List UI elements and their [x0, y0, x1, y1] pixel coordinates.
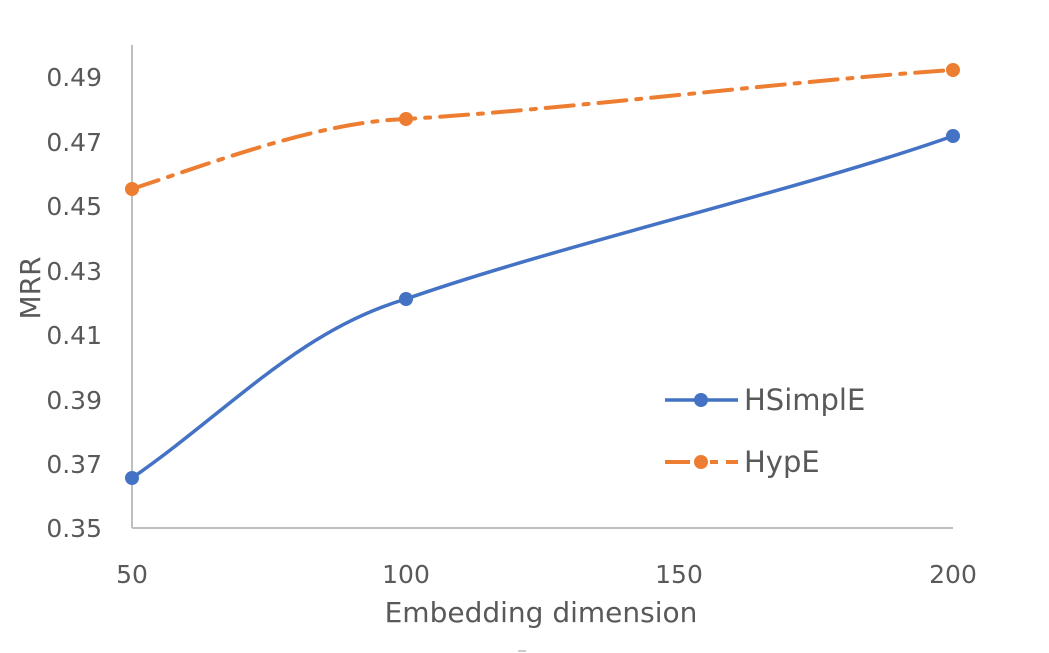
y-tick: 0.39: [46, 386, 102, 415]
y-tick-labels: 0.49 0.47 0.45 0.43 0.41 0.39 0.37 0.35: [46, 63, 102, 543]
y-tick: 0.45: [46, 192, 102, 221]
y-tick: 0.43: [46, 257, 102, 286]
x-axis-title: Embedding dimension: [385, 596, 698, 629]
hype-point: [399, 112, 413, 126]
x-tick: 150: [655, 560, 703, 589]
hype-point: [125, 182, 139, 196]
legend-item-hype: HypE: [665, 445, 820, 479]
hype-line: [130, 68, 955, 191]
legend: HSimplE HypE: [665, 383, 865, 479]
legend-marker-icon: [694, 455, 708, 469]
series-hype: [125, 63, 960, 196]
legend-item-hsimple: HSimplE: [665, 383, 865, 417]
hsimple-point: [125, 471, 139, 485]
y-tick: 0.49: [46, 63, 102, 92]
x-tick: 200: [929, 560, 977, 589]
y-axis-title: MRR: [14, 256, 47, 319]
hype-point: [946, 63, 960, 77]
legend-label: HSimplE: [744, 383, 865, 417]
y-tick: 0.35: [46, 514, 102, 543]
hsimple-point: [946, 129, 960, 143]
hsimple-line: [130, 134, 955, 480]
y-tick: 0.47: [46, 128, 102, 157]
y-tick: 0.37: [46, 450, 102, 479]
legend-label: HypE: [744, 445, 820, 479]
y-tick: 0.41: [46, 321, 102, 350]
x-tick: 50: [116, 560, 148, 589]
hsimple-point: [399, 292, 413, 306]
series-hsimple: [125, 129, 960, 485]
x-tick-labels: 50 100 150 200: [116, 560, 977, 589]
x-tick: 100: [382, 560, 430, 589]
legend-marker-icon: [694, 393, 708, 407]
